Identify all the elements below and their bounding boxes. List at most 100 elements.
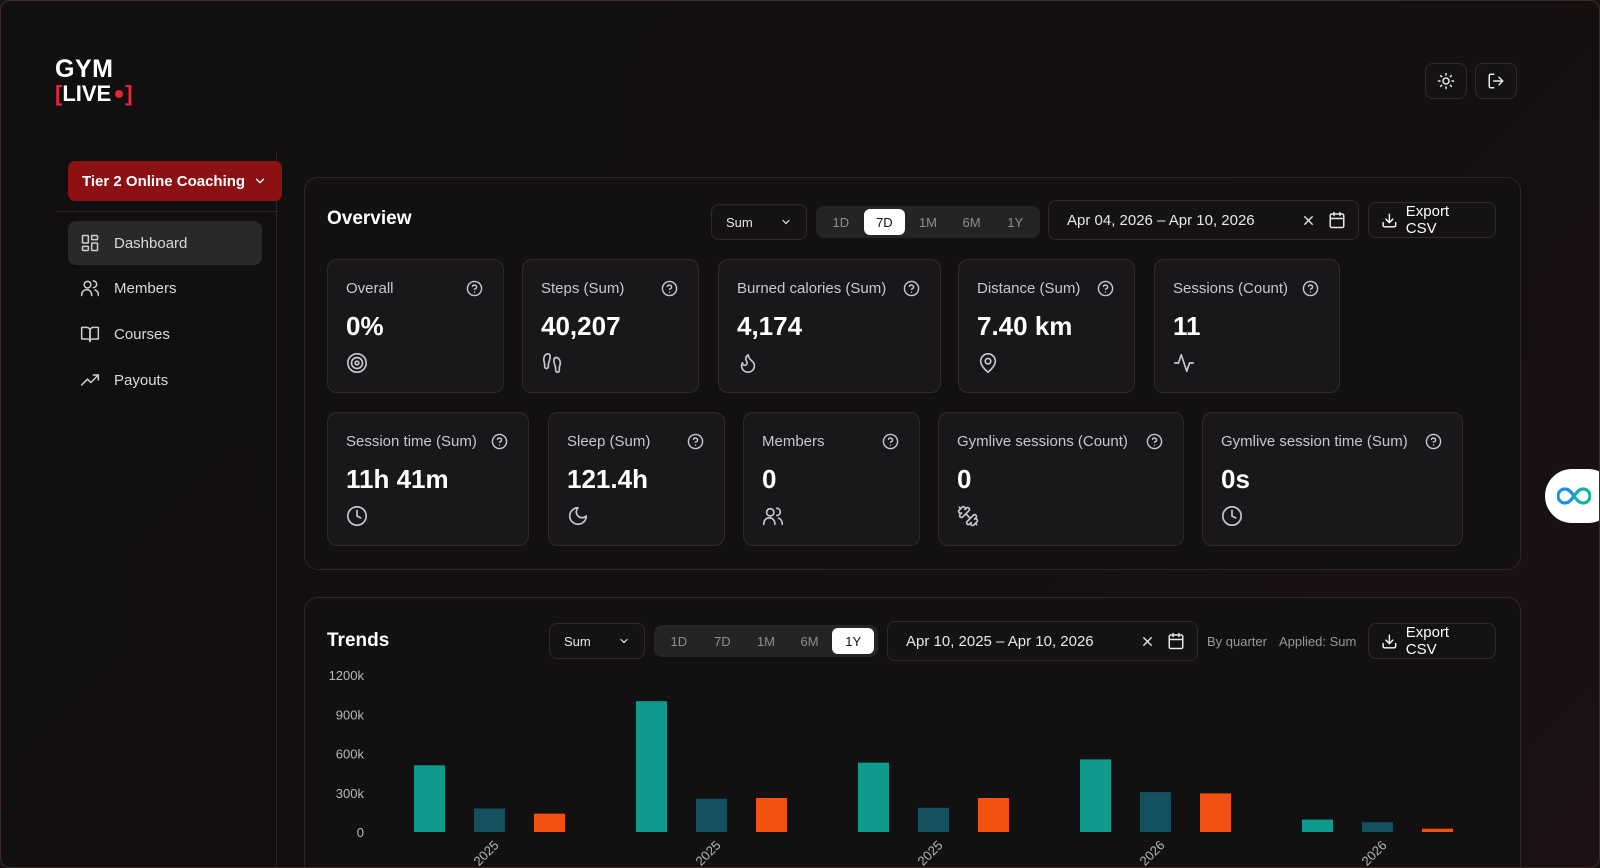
range-1m[interactable]: 1M — [756, 633, 776, 649]
range-1d[interactable]: 1D — [832, 214, 850, 230]
chart-bar[interactable] — [978, 797, 1009, 832]
sidebar-item-label: Members — [114, 279, 177, 297]
sidebar-divider — [55, 211, 277, 212]
chart-bar[interactable] — [918, 807, 949, 832]
chart-bar[interactable] — [1362, 822, 1393, 832]
range-6m[interactable]: 6M — [800, 633, 819, 649]
date-range-text: Apr 10, 2025 – Apr 10, 2026 — [906, 632, 1094, 650]
chart-bar[interactable] — [636, 701, 667, 832]
help-button[interactable] — [1302, 280, 1319, 297]
help-button[interactable] — [903, 280, 920, 297]
logout-button[interactable] — [1475, 63, 1517, 99]
export-label: Export CSV — [1405, 624, 1450, 658]
chart-bar[interactable] — [1422, 828, 1453, 832]
range-6m[interactable]: 6M — [962, 214, 981, 230]
overview-export-csv-button[interactable]: Export CSV — [1368, 202, 1496, 238]
trends-export-csv-button[interactable]: Export CSV — [1368, 623, 1496, 659]
y-tick-label: 300k — [336, 786, 365, 801]
book-icon — [80, 326, 100, 343]
chart-bar[interactable] — [858, 762, 889, 832]
overview-aggregate-select[interactable]: Sum — [711, 204, 807, 240]
sidebar-item-dashboard[interactable]: Dashboard — [68, 221, 262, 265]
stat-label: Sessions (Count) — [1173, 280, 1289, 297]
export-label: Export CSV — [1405, 203, 1450, 237]
stat-card-gymlive-sessions: Gymlive sessions (Count) 0 — [938, 412, 1184, 546]
sidebar-item-members[interactable]: Members — [68, 266, 262, 310]
applied-note: Applied: Sum — [1279, 634, 1357, 649]
help-circle-icon — [491, 433, 508, 450]
brand-line1: GYM — [55, 55, 114, 83]
range-7d[interactable]: 7D — [863, 209, 906, 235]
stat-label: Distance (Sum) — [977, 280, 1081, 297]
clear-date-button[interactable] — [1301, 213, 1316, 228]
help-button[interactable] — [661, 280, 678, 297]
chart-bar[interactable] — [756, 797, 787, 832]
chart-bar[interactable] — [1080, 759, 1111, 832]
calendar-button[interactable] — [1167, 632, 1185, 650]
help-button[interactable] — [466, 280, 483, 297]
help-circle-icon — [661, 280, 678, 297]
range-7d[interactable]: 7D — [714, 633, 731, 649]
range-1m[interactable]: 1M — [918, 214, 938, 230]
users-icon — [762, 505, 784, 527]
help-button[interactable] — [687, 433, 704, 450]
trends-bar-chart: 0 300k 600k 900k 1200k 2025 2025 2025 2026 2026 — [329, 669, 1453, 867]
trends-aggregate-select[interactable]: Sum — [549, 623, 645, 659]
chart-bar[interactable] — [1200, 793, 1231, 832]
overview-date-range[interactable]: Apr 04, 2026 – Apr 10, 2026 — [1048, 200, 1359, 240]
help-button[interactable] — [491, 433, 508, 450]
sidebar-item-label: Dashboard — [114, 234, 188, 252]
program-selector[interactable]: Tier 2 Online Coaching — [68, 161, 282, 201]
help-button[interactable] — [1146, 433, 1163, 450]
help-button[interactable] — [1097, 280, 1114, 297]
chart-bar[interactable] — [696, 798, 727, 832]
trends-range-selector: 1D 7D 1M 6M 1Y — [654, 625, 878, 657]
sidebar-item-payouts[interactable]: Payouts — [68, 358, 262, 402]
help-circle-icon — [882, 433, 899, 450]
chart-bar[interactable] — [534, 813, 565, 832]
stat-label: Steps (Sum) — [541, 280, 625, 297]
sidebar: Tier 2 Online Coaching Dashboard Members… — [55, 151, 282, 867]
brand-logo[interactable]: GYM [LIVE] — [55, 57, 133, 105]
stat-label: Members — [762, 433, 825, 450]
users-icon — [80, 280, 100, 297]
stat-value: 0s — [1221, 464, 1250, 494]
range-1y[interactable]: 1Y — [1007, 214, 1024, 230]
help-circle-icon — [1097, 280, 1114, 297]
chart-bar[interactable] — [414, 765, 445, 832]
program-selector-label: Tier 2 Online Coaching — [82, 172, 246, 190]
logout-icon — [1488, 73, 1504, 89]
footprints-icon — [541, 352, 563, 374]
calendar-icon — [1329, 211, 1345, 229]
assistant-launcher-button[interactable] — [1545, 469, 1599, 523]
download-icon — [1382, 213, 1397, 227]
theme-toggle-button[interactable] — [1425, 63, 1467, 99]
chart-bar[interactable] — [1302, 819, 1333, 832]
overview-panel: Overview Sum 1D 7D 1M 6M 1Y Apr 04, 2026… — [304, 177, 1521, 570]
trends-date-range[interactable]: Apr 10, 2025 – Apr 10, 2026 — [887, 621, 1198, 661]
y-tick-label: 600k — [336, 747, 365, 762]
help-button[interactable] — [882, 433, 899, 450]
clear-date-button[interactable] — [1140, 634, 1155, 649]
help-button[interactable] — [1425, 433, 1442, 450]
calendar-button[interactable] — [1328, 211, 1346, 229]
sidebar-item-label: Payouts — [114, 371, 169, 389]
range-1y[interactable]: 1Y — [832, 628, 874, 654]
chart-bar[interactable] — [474, 808, 505, 832]
y-tick-label: 0 — [357, 825, 364, 840]
help-circle-icon — [1425, 433, 1442, 450]
stat-card-sleep: Sleep (Sum) 121.4h — [548, 412, 725, 546]
stat-value: 121.4h — [567, 464, 648, 494]
chevron-down-icon — [255, 178, 265, 184]
chart-bar[interactable] — [1140, 792, 1171, 832]
help-circle-icon — [466, 280, 483, 297]
calendar-icon — [1168, 632, 1184, 650]
stat-value: 0% — [346, 311, 384, 341]
stat-value: 11 — [1173, 311, 1201, 341]
help-circle-icon — [1146, 433, 1163, 450]
moon-icon — [567, 505, 589, 527]
range-1d[interactable]: 1D — [670, 633, 688, 649]
stat-label: Gymlive session time (Sum) — [1221, 433, 1408, 450]
sidebar-item-courses[interactable]: Courses — [68, 312, 262, 356]
